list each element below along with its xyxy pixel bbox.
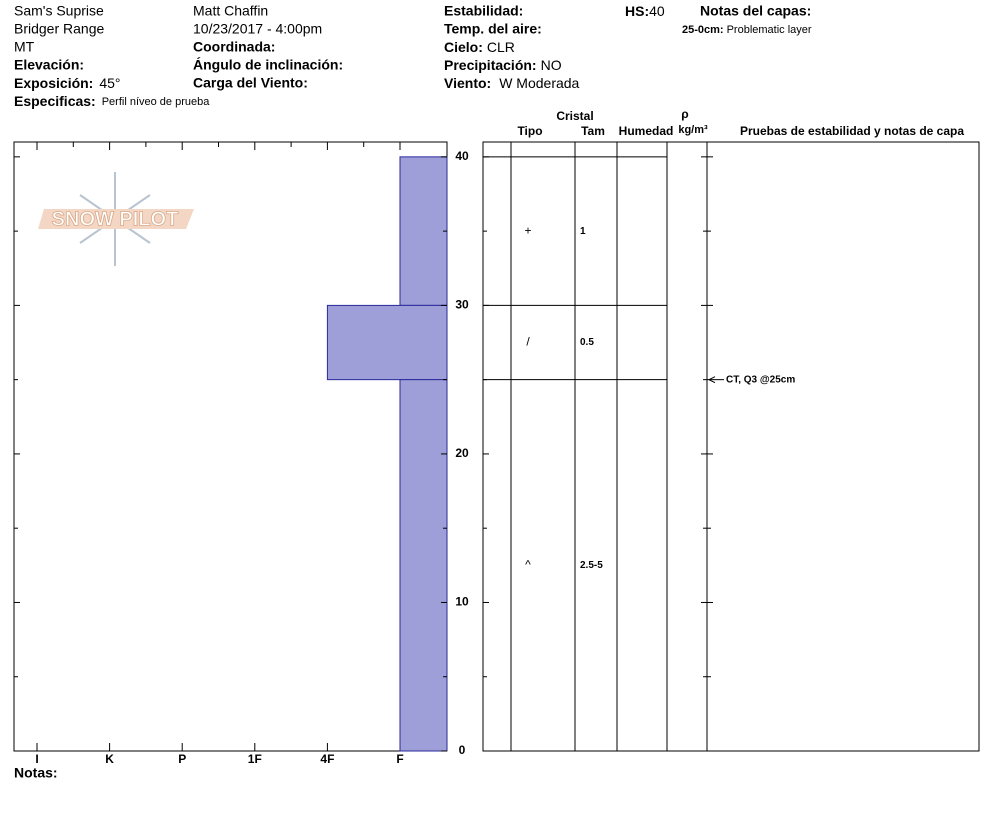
y-tick-label: 20 (455, 446, 469, 460)
site: Sam's Suprise (14, 3, 104, 19)
col-header: Cristal (556, 109, 593, 123)
hs-label: HS: (625, 3, 649, 19)
hardness-bar (399, 379, 448, 752)
hardness-frame (13, 141, 448, 752)
test-arrowhead (708, 376, 716, 384)
layer-note: 25-0cm: Problematic layer (682, 24, 812, 36)
logo: SNOW PILOT (38, 172, 194, 266)
col-header: Tam (581, 124, 605, 138)
test-label: CT, Q3 @25cm (726, 374, 795, 385)
notes-label: Notas: (14, 765, 58, 781)
x-tick-label: K (105, 752, 114, 766)
hardness-bar (326, 304, 448, 381)
layer-note-range: 25-0cm: (682, 24, 724, 36)
col-header: kg/m³ (678, 124, 708, 136)
col-header: Pruebas de estabilidad y notas de capa (740, 124, 964, 138)
crystal-size: 1 (580, 226, 586, 237)
hs-value: 40 (649, 3, 665, 19)
specifics-value: Perfil níveo de prueba (102, 96, 211, 108)
coords-label: Coordinada: (193, 39, 275, 55)
hs: HS:40 (625, 3, 665, 19)
slope-label: Ángulo de inclinación: (193, 57, 343, 73)
wind-label: Viento: (444, 75, 491, 91)
col-header: ρ (681, 107, 688, 121)
x-tick-label: 4F (320, 752, 334, 766)
crystal-size: 2.5-5 (580, 560, 603, 571)
aspect-label: Exposición: (14, 75, 93, 91)
sky: Cielo: CLR (444, 39, 515, 55)
x-tick-label: F (396, 752, 403, 766)
state: MT (14, 39, 35, 55)
sky-label: Cielo: (444, 39, 483, 55)
wind-value: W Moderada (499, 75, 579, 91)
precip: Precipitación: NO (444, 57, 562, 73)
wind-loading-label: Carga del Viento: (193, 75, 308, 91)
air-temp-label: Temp. del aire: (444, 21, 542, 37)
aspect: Exposición: 45° (14, 75, 121, 91)
x-tick-label: 1F (248, 752, 262, 766)
y-tick-label: 40 (455, 149, 469, 163)
specifics: Especificas: Perfil níveo de prueba (14, 93, 210, 109)
table-frame (482, 141, 980, 752)
y-tick-label: 0 (459, 743, 466, 757)
crystal-type: + (524, 223, 531, 237)
sky-value: CLR (487, 39, 515, 55)
crystal-type: ^ (525, 558, 531, 572)
x-tick-label: I (35, 752, 38, 766)
observer: Matt Chaffin (193, 3, 268, 19)
layer-notes-label: Notas del capas: (700, 3, 811, 19)
precip-value: NO (541, 57, 562, 73)
crystal-type: / (526, 335, 530, 349)
y-tick-label: 30 (455, 298, 469, 312)
hardness-bar (399, 156, 448, 306)
crystal-size: 0.5 (580, 337, 594, 348)
col-header: Humedad (619, 124, 674, 138)
specifics-label: Especificas: (14, 93, 96, 109)
precip-label: Precipitación: (444, 57, 537, 73)
aspect-value: 45° (99, 75, 120, 91)
x-tick-label: P (178, 752, 186, 766)
range: Bridger Range (14, 21, 104, 37)
y-tick-label: 10 (455, 595, 469, 609)
col-header: Tipo (517, 124, 542, 138)
stability-label: Estabilidad: (444, 3, 523, 19)
datetime: 10/23/2017 - 4:00pm (193, 21, 322, 37)
logo-text: SNOW PILOT (52, 208, 179, 230)
elevation-label: Elevación: (14, 57, 84, 73)
wind: Viento: W Moderada (444, 75, 580, 91)
layer-note-text: Problematic layer (727, 24, 812, 36)
